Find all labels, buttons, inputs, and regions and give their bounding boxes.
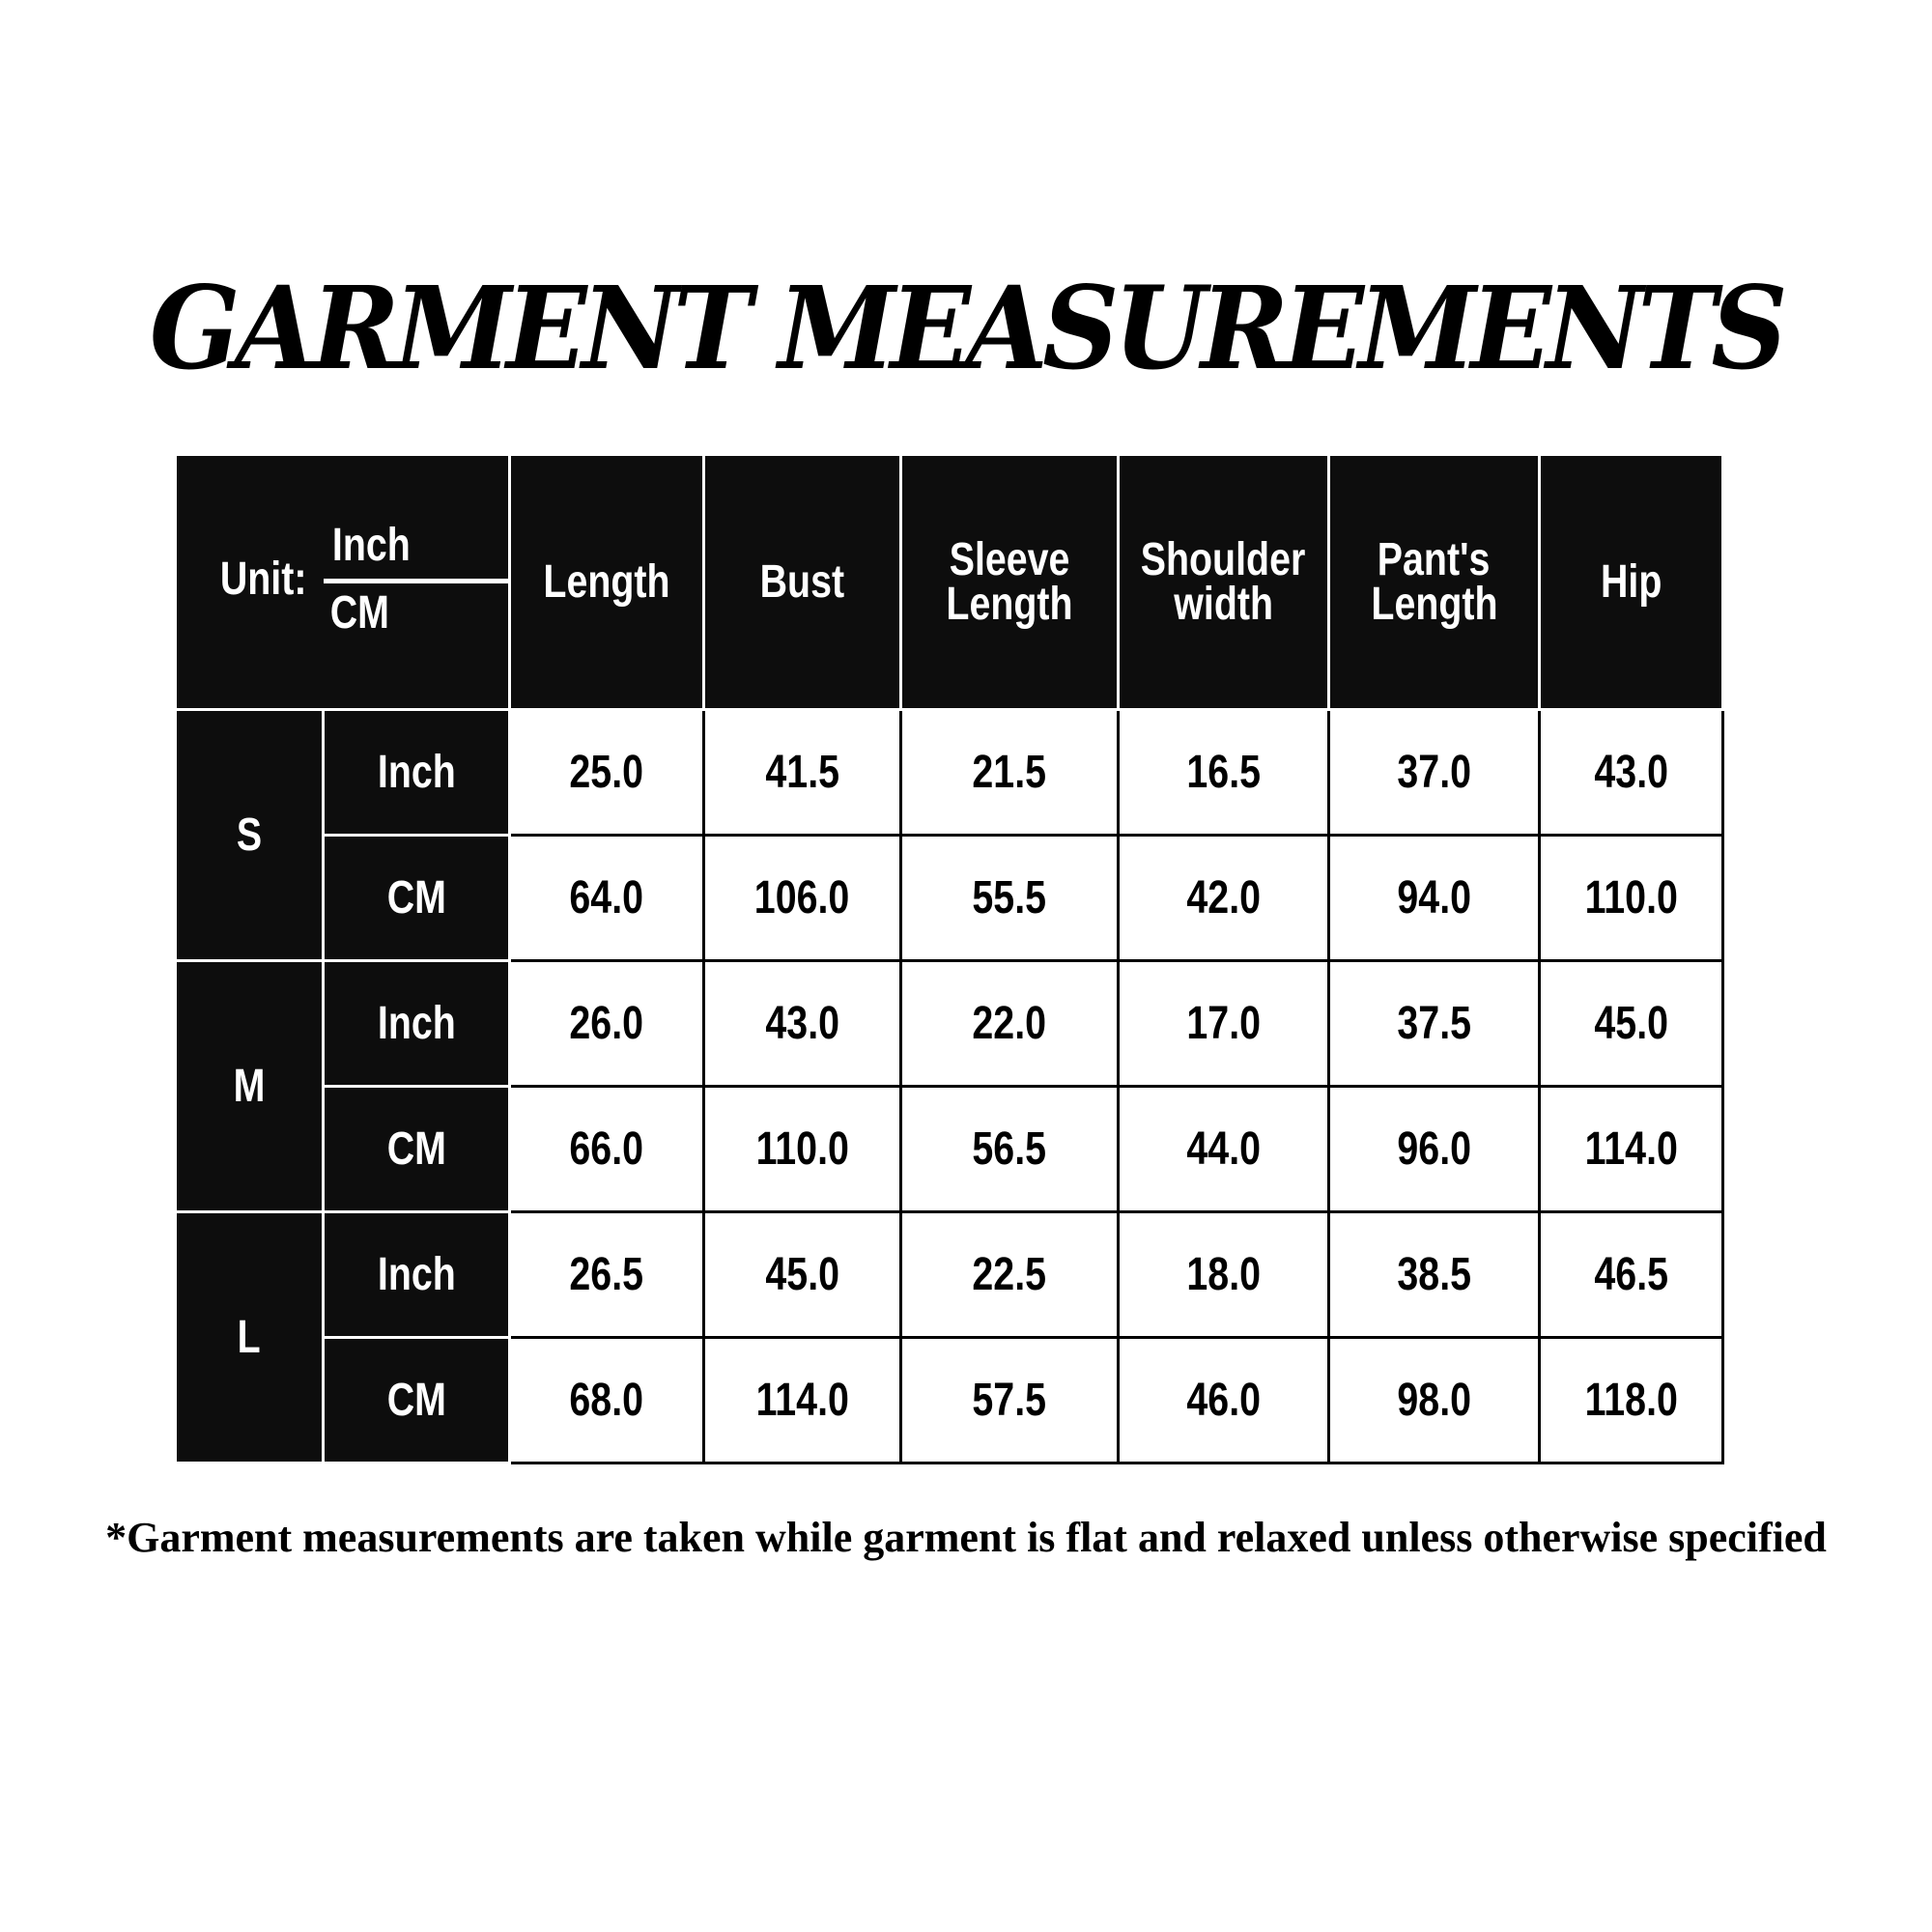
table-row: M Inch 26.0 43.0 22.0 17.0 37.5 45.0 xyxy=(174,959,1724,1213)
measurement-cell: 56.5 xyxy=(899,1085,1120,1213)
measurement-cell: 66.0 xyxy=(508,1085,705,1213)
unit-label-cell: Inch xyxy=(322,1210,511,1339)
table-row: CM 68.0 114.0 57.5 46.0 98.0 118.0 xyxy=(176,1336,1724,1464)
size-chart-table: Unit: Inch CM Length Bust Sleeve Length S… xyxy=(174,453,1724,1464)
measurement-cell: 114.0 xyxy=(702,1336,902,1464)
measurement-cell: 41.5 xyxy=(702,708,902,837)
header-row: Unit: Inch CM Length Bust Sleeve Length S… xyxy=(174,453,1724,711)
unit-label-cell: CM xyxy=(322,834,511,962)
measurement-cell: 37.0 xyxy=(1327,708,1541,837)
column-header-bust: Bust xyxy=(702,453,902,711)
column-header-length: Length xyxy=(508,453,705,711)
footnote: *Garment measurements are taken while ga… xyxy=(105,1514,1827,1561)
table-row: CM 64.0 106.0 55.5 42.0 94.0 110.0 xyxy=(176,834,1724,962)
table-row: S Inch 25.0 41.5 21.5 16.5 37.0 43.0 xyxy=(174,708,1724,962)
measurement-cell: 64.0 xyxy=(508,834,705,962)
size-label: L xyxy=(174,1210,325,1464)
unit-header: Unit: Inch CM xyxy=(174,453,511,711)
measurement-cell: 18.0 xyxy=(1117,1210,1330,1339)
measurement-cell: 106.0 xyxy=(702,834,902,962)
measurement-cell: 38.5 xyxy=(1327,1210,1541,1339)
measurement-cell: 55.5 xyxy=(899,834,1120,962)
measurement-cell: 21.5 xyxy=(899,708,1120,837)
measurement-cell: 45.0 xyxy=(702,1210,902,1339)
measurement-cell: 98.0 xyxy=(1327,1336,1541,1464)
unit-divider xyxy=(324,579,508,583)
measurement-cell: 43.0 xyxy=(702,959,902,1088)
column-header-hip: Hip xyxy=(1538,453,1724,711)
measurement-cell: 46.5 xyxy=(1538,1210,1724,1339)
measurement-cell: 43.0 xyxy=(1538,708,1724,837)
measurement-cell: 17.0 xyxy=(1117,959,1330,1088)
measurement-cell: 96.0 xyxy=(1327,1085,1541,1213)
size-label: M xyxy=(174,959,325,1213)
measurement-cell: 68.0 xyxy=(508,1336,705,1464)
measurement-cell: 25.0 xyxy=(508,708,705,837)
measurement-cell: 26.0 xyxy=(508,959,705,1088)
measurement-cell: 110.0 xyxy=(1538,834,1724,962)
page-title: GARMENT MEASUREMENTS xyxy=(149,261,1788,395)
measurement-cell: 16.5 xyxy=(1117,708,1330,837)
unit-inch: Inch xyxy=(331,520,411,571)
unit-label: Unit: xyxy=(219,554,307,605)
unit-cm: CM xyxy=(329,587,389,639)
unit-label-cell: Inch xyxy=(322,708,511,837)
measurement-cell: 45.0 xyxy=(1538,959,1724,1088)
measurement-cell: 22.0 xyxy=(899,959,1120,1088)
measurement-cell: 94.0 xyxy=(1327,834,1541,962)
size-label: S xyxy=(174,708,325,962)
measurement-cell: 42.0 xyxy=(1117,834,1330,962)
measurement-cell: 22.5 xyxy=(899,1210,1120,1339)
column-header-pants-length: Pant's Length xyxy=(1327,453,1541,711)
measurement-cell: 110.0 xyxy=(702,1085,902,1213)
measurement-cell: 114.0 xyxy=(1538,1085,1724,1213)
column-header-shoulder-width: Shoulder width xyxy=(1117,453,1330,711)
table-row: L Inch 26.5 45.0 22.5 18.0 38.5 46.5 xyxy=(174,1210,1724,1464)
measurement-cell: 44.0 xyxy=(1117,1085,1330,1213)
measurement-cell: 37.5 xyxy=(1327,959,1541,1088)
measurement-cell: 26.5 xyxy=(508,1210,705,1339)
unit-label-cell: CM xyxy=(322,1336,511,1464)
measurement-cell: 118.0 xyxy=(1538,1336,1724,1464)
measurement-cell: 46.0 xyxy=(1117,1336,1330,1464)
unit-label-cell: Inch xyxy=(322,959,511,1088)
column-header-sleeve-length: Sleeve Length xyxy=(899,453,1120,711)
table-row: CM 66.0 110.0 56.5 44.0 96.0 114.0 xyxy=(176,1085,1724,1213)
measurement-cell: 57.5 xyxy=(899,1336,1120,1464)
unit-label-cell: CM xyxy=(322,1085,511,1213)
